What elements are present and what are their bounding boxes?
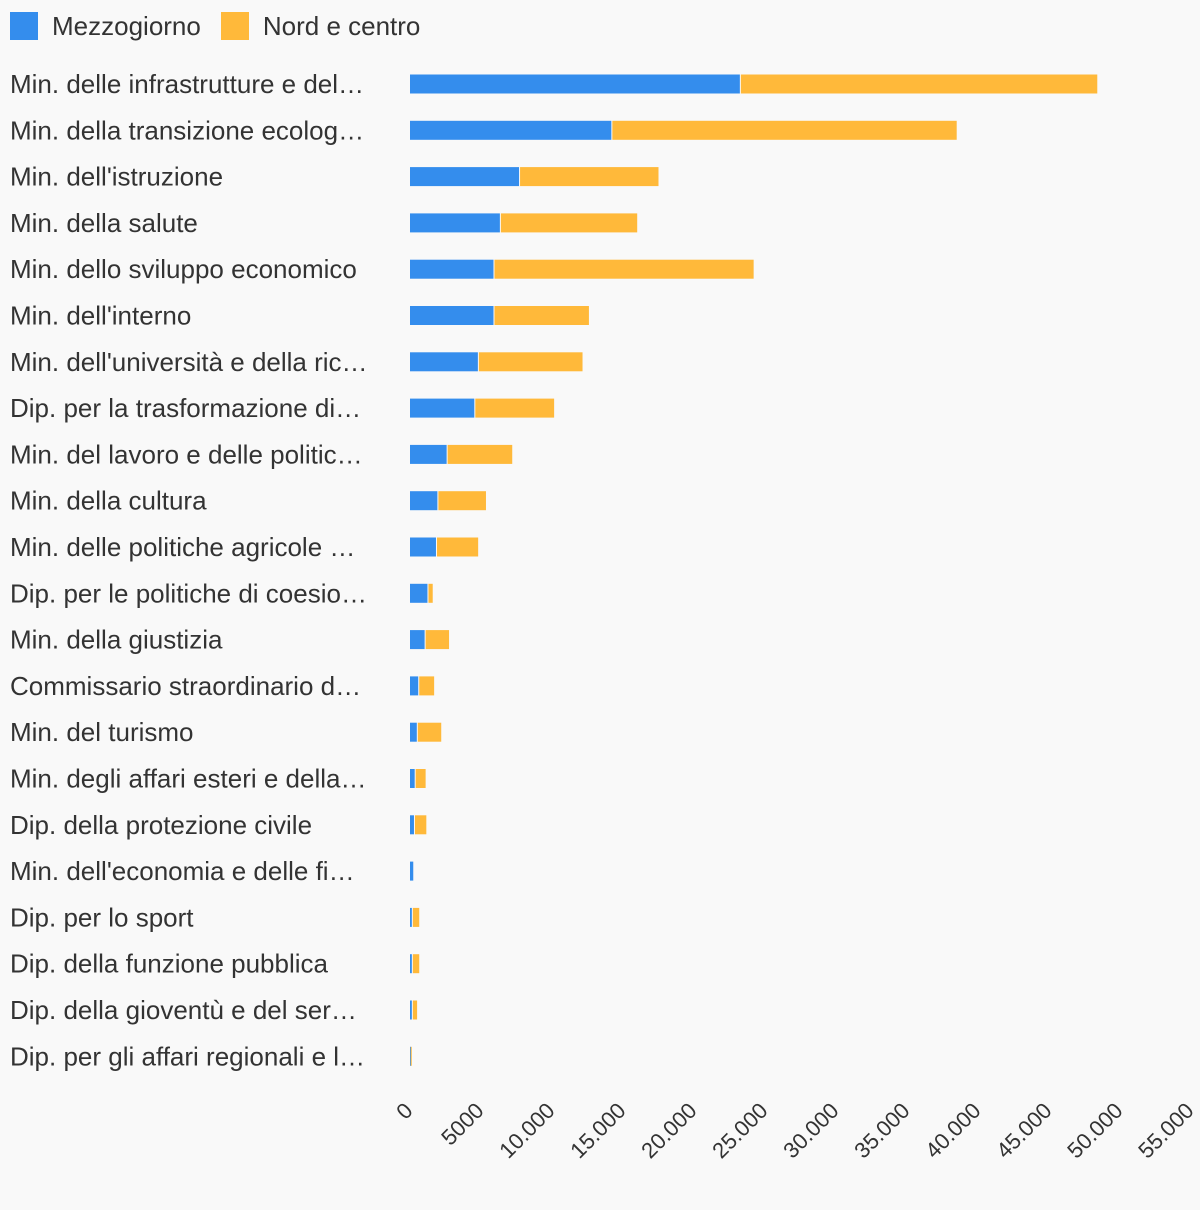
bar-segment-nord-e-centro[interactable] <box>740 74 1098 94</box>
category-label: Min. delle politiche agricole … <box>10 532 355 562</box>
bar-segment-mezzogiorno[interactable] <box>410 537 436 557</box>
x-tick-label: 20.000 <box>636 1098 701 1163</box>
category-label: Dip. per gli affari regionali e l… <box>10 1041 365 1071</box>
category-label: Min. della transizione ecolog… <box>10 115 364 145</box>
bar-segment-nord-e-centro[interactable] <box>494 259 754 279</box>
legend-swatch-nord-e-centro <box>220 12 249 40</box>
category-label: Min. degli affari esteri e della… <box>10 764 366 794</box>
bar-segment-nord-e-centro[interactable] <box>478 352 583 372</box>
bar-segment-mezzogiorno[interactable] <box>410 444 447 464</box>
category-label: Min. dell'economia e delle fi… <box>10 856 355 886</box>
legend-label-nord-e-centro: Nord e centro <box>262 10 421 41</box>
category-label: Dip. per le politiche di coesio… <box>10 578 367 608</box>
bar-segment-mezzogiorno[interactable] <box>410 259 494 279</box>
category-label: Dip. della protezione civile <box>10 810 312 840</box>
bar-segment-mezzogiorno[interactable] <box>410 861 414 881</box>
category-label: Min. della giustizia <box>10 625 223 655</box>
category-label: Min. dell'interno <box>10 301 191 331</box>
bar-segment-mezzogiorno[interactable] <box>410 676 419 696</box>
category-label: Min. della cultura <box>10 486 207 516</box>
bar-segment-nord-e-centro[interactable] <box>417 722 442 742</box>
category-label: Min. dello sviluppo economico <box>10 254 357 284</box>
bar-segment-mezzogiorno[interactable] <box>410 630 425 650</box>
category-label: Min. della salute <box>10 208 198 238</box>
category-label: Min. dell'istruzione <box>10 162 223 192</box>
bar-segment-mezzogiorno[interactable] <box>410 167 520 187</box>
bar-segment-mezzogiorno[interactable] <box>410 1000 412 1020</box>
bar-segment-nord-e-centro[interactable] <box>428 583 433 603</box>
bar-segment-nord-e-centro[interactable] <box>436 537 479 557</box>
x-tick-label: 25.000 <box>707 1098 772 1163</box>
legend-label-mezzogiorno: Mezzogiorno <box>52 10 201 41</box>
category-label: Min. del lavoro e delle politic… <box>10 439 363 469</box>
bar-segment-mezzogiorno[interactable] <box>410 815 414 835</box>
bar-segment-nord-e-centro[interactable] <box>410 1046 412 1066</box>
bar-segment-mezzogiorno[interactable] <box>410 213 500 233</box>
bar-segment-mezzogiorno[interactable] <box>410 769 415 788</box>
x-tick-label: 10.000 <box>494 1098 559 1163</box>
x-tick-label: 30.000 <box>778 1098 843 1163</box>
legend-item-nord-e-centro[interactable]: Nord e centro <box>220 10 421 42</box>
bar-segment-nord-e-centro[interactable] <box>494 306 589 325</box>
bar-segment-nord-e-centro[interactable] <box>419 676 435 696</box>
category-label: Min. delle infrastrutture e del… <box>10 69 364 99</box>
bar-segment-mezzogiorno[interactable] <box>410 722 417 742</box>
x-tick-label: 50.000 <box>1062 1098 1127 1163</box>
bar-segment-nord-e-centro[interactable] <box>412 954 420 974</box>
category-label: Dip. della funzione pubblica <box>10 949 329 979</box>
bar-segment-nord-e-centro[interactable] <box>475 398 555 418</box>
legend-item-mezzogiorno[interactable]: Mezzogiorno <box>10 11 201 42</box>
bar-segment-mezzogiorno[interactable] <box>410 352 478 372</box>
bar-segment-mezzogiorno[interactable] <box>410 398 475 418</box>
x-tick-label: 5000 <box>436 1098 488 1150</box>
x-tick-label: 45.000 <box>991 1098 1056 1163</box>
bar-segment-mezzogiorno[interactable] <box>410 74 740 94</box>
bar-segment-nord-e-centro[interactable] <box>438 491 486 511</box>
category-label: Commissario straordinario d… <box>10 671 361 701</box>
category-label: Dip. per lo sport <box>10 902 194 932</box>
bar-segment-mezzogiorno[interactable] <box>410 907 412 927</box>
category-label: Min. dell'università e della ric… <box>10 347 368 377</box>
x-tick-label: 40.000 <box>920 1098 985 1163</box>
x-tick-label: 35.000 <box>849 1098 914 1163</box>
bar-segment-mezzogiorno[interactable] <box>410 306 494 325</box>
bar-segment-nord-e-centro[interactable] <box>520 167 659 187</box>
bar-segment-mezzogiorno[interactable] <box>410 491 438 511</box>
bar-segment-nord-e-centro[interactable] <box>414 815 427 835</box>
bar-segment-nord-e-centro[interactable] <box>447 444 513 464</box>
bar-segment-nord-e-centro[interactable] <box>500 213 638 233</box>
legend: Mezzogiorno Nord e centro <box>10 8 440 44</box>
bar-segment-nord-e-centro[interactable] <box>425 630 450 650</box>
bar-segment-mezzogiorno[interactable] <box>410 120 612 140</box>
x-tick-label: 0 <box>391 1098 417 1124</box>
category-label: Min. del turismo <box>10 717 194 747</box>
x-tick-label: 55.000 <box>1133 1098 1198 1163</box>
bar-segment-nord-e-centro[interactable] <box>415 769 426 788</box>
category-label: Dip. della gioventù e del ser… <box>10 995 357 1025</box>
bar-segment-mezzogiorno[interactable] <box>410 1046 411 1066</box>
bar-segment-nord-e-centro[interactable] <box>412 1000 418 1020</box>
bar-segment-nord-e-centro[interactable] <box>412 907 420 927</box>
category-label: Dip. per la trasformazione di… <box>10 393 361 423</box>
bar-segment-mezzogiorno[interactable] <box>410 954 412 974</box>
bar-segment-mezzogiorno[interactable] <box>410 583 428 603</box>
x-tick-label: 15.000 <box>565 1098 630 1163</box>
legend-swatch-mezzogiorno <box>10 12 38 40</box>
bar-segment-nord-e-centro[interactable] <box>612 120 957 140</box>
